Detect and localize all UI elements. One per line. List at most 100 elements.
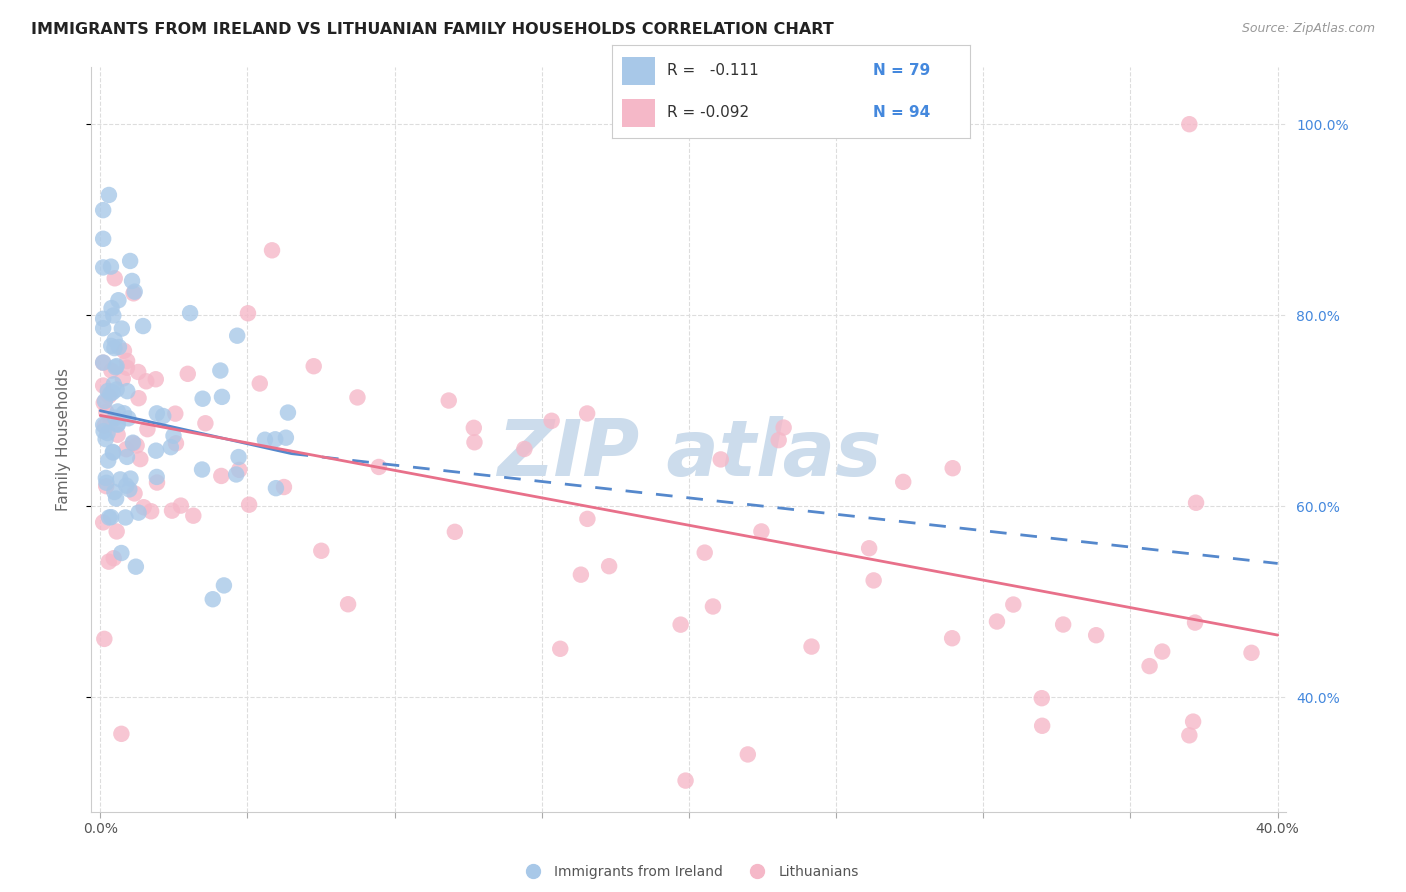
Point bbox=[1184, 615, 1206, 630]
Point bbox=[170, 499, 193, 513]
Point bbox=[159, 440, 181, 454]
Point bbox=[110, 472, 132, 486]
Point bbox=[576, 512, 599, 526]
Text: R = -0.092: R = -0.092 bbox=[668, 105, 749, 120]
Point bbox=[228, 463, 250, 477]
Point bbox=[96, 479, 118, 493]
Point bbox=[97, 453, 120, 467]
Point bbox=[107, 293, 129, 308]
Point bbox=[249, 376, 271, 391]
Point bbox=[121, 274, 143, 288]
Point bbox=[91, 355, 114, 369]
Point bbox=[127, 365, 149, 379]
Point bbox=[107, 404, 129, 418]
Point bbox=[513, 442, 536, 456]
Point bbox=[98, 510, 121, 524]
Point bbox=[124, 486, 146, 500]
Point bbox=[112, 406, 135, 420]
Point bbox=[212, 578, 235, 592]
Point bbox=[274, 431, 297, 445]
Point bbox=[105, 359, 128, 373]
Point bbox=[91, 232, 114, 246]
Point bbox=[96, 475, 118, 490]
Point bbox=[669, 617, 692, 632]
Point bbox=[264, 432, 287, 446]
Point bbox=[132, 319, 155, 334]
Text: IMMIGRANTS FROM IRELAND VS LITHUANIAN FAMILY HOUSEHOLDS CORRELATION CHART: IMMIGRANTS FROM IRELAND VS LITHUANIAN FA… bbox=[31, 22, 834, 37]
Point bbox=[115, 442, 138, 457]
Text: ZIP atlas: ZIP atlas bbox=[496, 417, 882, 492]
Point bbox=[737, 747, 759, 762]
Point bbox=[858, 541, 880, 556]
Point bbox=[96, 405, 118, 419]
Point bbox=[111, 321, 134, 335]
Point bbox=[548, 641, 571, 656]
Point bbox=[120, 254, 142, 268]
Point bbox=[346, 391, 368, 405]
Point bbox=[115, 354, 138, 368]
Point bbox=[165, 436, 187, 450]
Point bbox=[112, 343, 135, 358]
Point bbox=[165, 407, 187, 421]
Point bbox=[128, 506, 150, 520]
Point bbox=[576, 407, 599, 421]
Point bbox=[91, 417, 114, 432]
Point bbox=[91, 260, 114, 275]
Point bbox=[260, 244, 283, 258]
Point bbox=[211, 390, 233, 404]
Point bbox=[103, 551, 125, 566]
Point bbox=[124, 285, 146, 299]
Point bbox=[226, 328, 249, 343]
Point bbox=[862, 574, 884, 588]
Point bbox=[93, 424, 115, 438]
Point bbox=[104, 410, 127, 425]
Point bbox=[101, 445, 124, 459]
Point bbox=[1185, 496, 1208, 510]
Point bbox=[97, 384, 120, 398]
Point bbox=[100, 363, 122, 377]
Point bbox=[463, 435, 485, 450]
Point bbox=[97, 188, 120, 202]
Point bbox=[444, 524, 467, 539]
Point bbox=[97, 555, 120, 569]
Point bbox=[94, 432, 117, 446]
Point bbox=[91, 321, 114, 335]
Point bbox=[122, 286, 145, 301]
Point bbox=[132, 500, 155, 515]
Point bbox=[97, 389, 120, 403]
Point bbox=[194, 417, 217, 431]
Point bbox=[751, 524, 773, 539]
Point bbox=[146, 475, 169, 490]
Point bbox=[1240, 646, 1263, 660]
Point bbox=[145, 372, 167, 386]
Point bbox=[93, 396, 115, 410]
Point bbox=[101, 385, 124, 400]
Point bbox=[135, 374, 157, 388]
Point bbox=[103, 309, 125, 323]
Point bbox=[191, 462, 214, 476]
Point bbox=[122, 435, 145, 450]
Point bbox=[91, 203, 114, 218]
Point bbox=[236, 306, 259, 320]
Point bbox=[201, 592, 224, 607]
Point bbox=[463, 421, 485, 435]
Point bbox=[152, 409, 174, 423]
Point bbox=[97, 425, 120, 440]
Point bbox=[1178, 728, 1201, 742]
Point bbox=[1002, 598, 1025, 612]
Point bbox=[94, 471, 117, 485]
Text: R =   -0.111: R = -0.111 bbox=[668, 63, 759, 78]
Point bbox=[1178, 117, 1201, 131]
Point bbox=[1085, 628, 1108, 642]
Point bbox=[693, 546, 716, 560]
Text: N = 79: N = 79 bbox=[873, 63, 931, 78]
Point bbox=[146, 406, 169, 420]
Point bbox=[120, 472, 142, 486]
Point bbox=[1139, 659, 1161, 673]
Point bbox=[117, 411, 139, 425]
Point bbox=[103, 377, 125, 392]
Point bbox=[277, 406, 299, 420]
Point bbox=[160, 503, 183, 517]
Point bbox=[107, 427, 129, 442]
Point bbox=[125, 559, 148, 574]
